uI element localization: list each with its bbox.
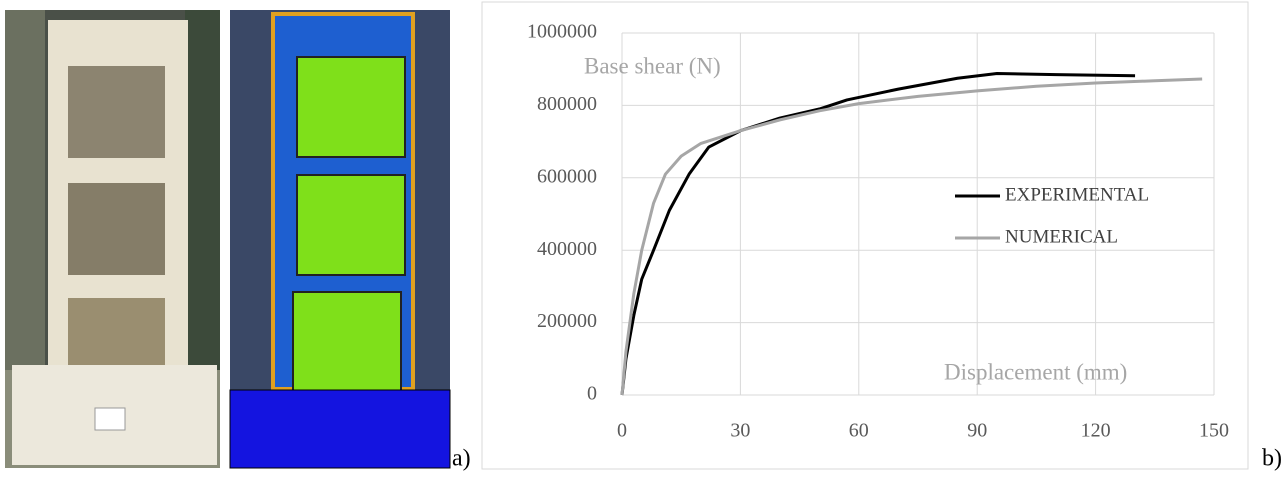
x-tick-label: 120: [1081, 420, 1111, 442]
y-tick-label: 800000: [537, 93, 597, 115]
legend-label: EXPERIMENTAL: [1005, 184, 1149, 205]
y-tick-label: 400000: [537, 238, 597, 260]
y-tick-label: 0: [587, 383, 597, 405]
x-tick-label: 0: [617, 420, 627, 442]
x-tick-label: 60: [849, 420, 869, 442]
y-tick-label: 200000: [537, 310, 597, 332]
legend-label: NUMERICAL: [1005, 226, 1118, 247]
chart-border: [481, 1, 1249, 470]
x-tick-label: 30: [730, 420, 750, 442]
x-tick-label: 150: [1199, 420, 1229, 442]
y-tick-label: 1000000: [527, 21, 597, 43]
chart: 0 200000 400000 600000 800000 1000000 0 30 60 90 1…: [527, 21, 1229, 442]
data-line: [620, 77, 1203, 396]
specimen-photo: [5, 10, 220, 468]
y-tick-label: 600000: [537, 165, 597, 187]
x-axis-title: Displacement (mm): [944, 359, 1127, 384]
panel-label: a): [452, 446, 471, 472]
x-tick-label: 90: [967, 420, 987, 442]
fe-model: [229, 10, 451, 469]
y-axis-title: Base shear (N): [584, 53, 721, 78]
panel-label: b): [1262, 446, 1282, 472]
